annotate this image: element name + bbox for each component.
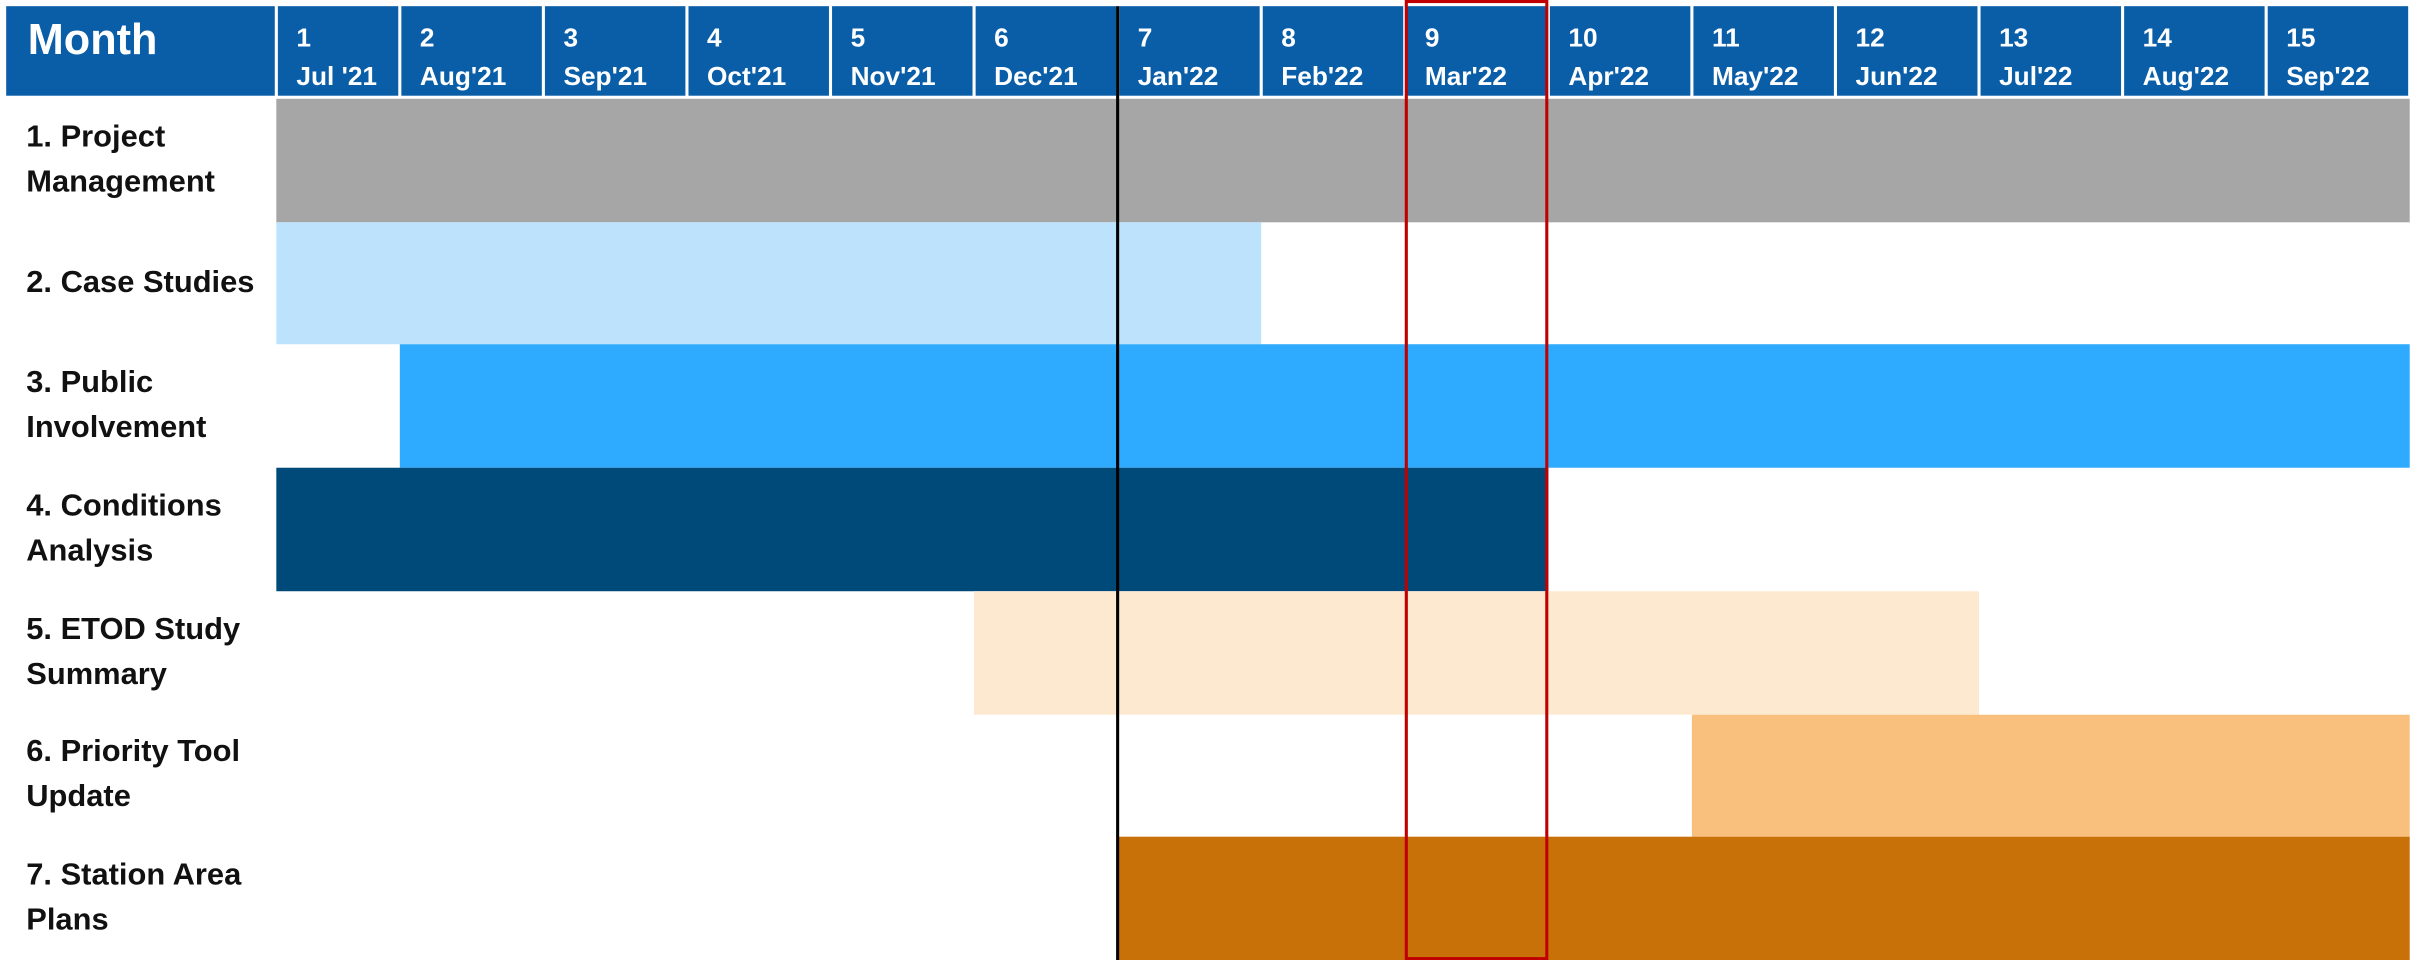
month-label: Sep'21 — [563, 61, 648, 92]
task-label: 2. Case Studies — [26, 265, 255, 300]
task-bar — [276, 98, 2410, 222]
month-header: 9 Mar'22 — [1406, 6, 1547, 96]
month-label: Feb'22 — [1281, 61, 1364, 92]
month-header: 11 May'22 — [1693, 6, 1834, 96]
task-bar — [974, 590, 1980, 715]
month-header: 7 Jan'22 — [1119, 6, 1260, 96]
task-label: 4. Conditions Analysis — [26, 489, 222, 569]
task-bar — [399, 344, 2410, 468]
month-header: 15 Sep'22 — [2267, 6, 2409, 96]
month-label: Oct'21 — [707, 61, 787, 92]
month-label: Jun'22 — [1855, 61, 1938, 92]
month-number: 5 — [850, 23, 866, 53]
month-number: 14 — [2142, 23, 2172, 53]
task-bar — [276, 467, 1549, 591]
task-label: 5. ETOD Study Summary — [26, 612, 241, 692]
highlight-box — [1404, 0, 1549, 960]
month-number: 8 — [1281, 23, 1296, 53]
month-number: 15 — [2286, 23, 2316, 53]
month-label: Mar'22 — [1424, 61, 1507, 92]
month-header: 8 Feb'22 — [1262, 6, 1404, 96]
month-number: 11 — [1711, 23, 1740, 53]
month-header: 12 Jun'22 — [1837, 6, 1978, 96]
month-header: 6 Dec'21 — [975, 6, 1117, 96]
month-header: 3 Sep'21 — [544, 6, 686, 96]
month-label: Jan'22 — [1137, 61, 1219, 92]
month-header: 14 Aug'22 — [2124, 6, 2265, 96]
task-label: 1. Project Management — [26, 120, 215, 199]
month-header: 5 Nov'21 — [832, 6, 973, 96]
today-line — [1116, 6, 1120, 960]
month-label: May'22 — [1711, 61, 1799, 92]
month-label: Dec'21 — [994, 61, 1078, 92]
month-header: 4 Oct'21 — [688, 6, 829, 96]
month-number: 9 — [1424, 23, 1440, 53]
month-number: 10 — [1568, 23, 1598, 53]
month-header: 1 Jul '21 — [277, 6, 399, 96]
month-label: Aug'21 — [419, 61, 507, 92]
task-bar — [1691, 714, 2410, 838]
month-label: Jul '21 — [296, 61, 378, 92]
task-label: 6. Priority Tool Update — [26, 735, 241, 815]
month-label: Jul'22 — [1999, 61, 2073, 92]
month-number: 2 — [419, 23, 435, 53]
month-number: 7 — [1137, 23, 1153, 53]
month-label: Sep'22 — [2286, 61, 2370, 92]
month-header: 2 Aug'21 — [401, 6, 542, 96]
month-number: 12 — [1855, 23, 1885, 53]
header-title: Month — [6, 6, 275, 96]
month-label: Apr'22 — [1568, 61, 1650, 92]
month-number: 3 — [563, 23, 579, 53]
month-number: 1 — [296, 23, 312, 53]
month-label: Aug'22 — [2142, 61, 2230, 92]
month-header: 13 Jul'22 — [1980, 6, 2122, 96]
month-number: 13 — [1999, 23, 2029, 53]
month-header: 10 Apr'22 — [1549, 6, 1691, 96]
task-label: 3. Public Involvement — [26, 366, 207, 445]
task-bar — [1117, 837, 2410, 960]
month-number: 6 — [994, 23, 1009, 53]
task-label: 7. Station Area Plans — [26, 858, 242, 938]
month-number: 4 — [707, 23, 722, 53]
task-bar — [276, 221, 1262, 345]
month-label: Nov'21 — [850, 61, 936, 92]
